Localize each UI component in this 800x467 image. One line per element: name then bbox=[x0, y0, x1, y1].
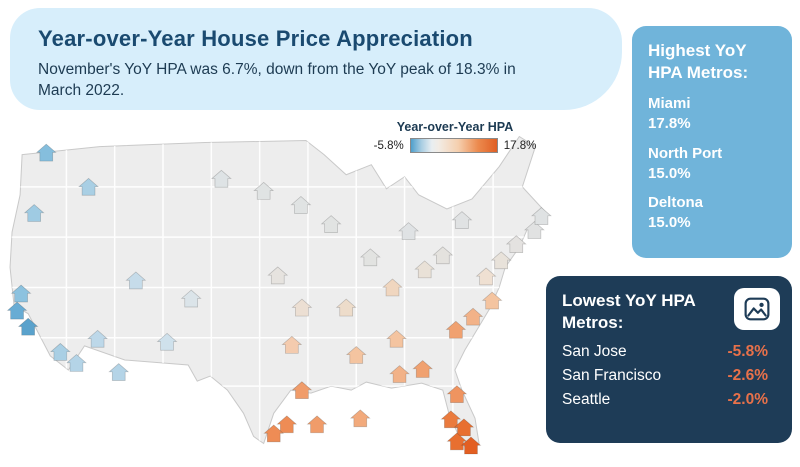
house-marker bbox=[125, 271, 147, 290]
list-item: Miami 17.8% bbox=[648, 94, 776, 134]
house-marker bbox=[359, 248, 381, 267]
list-item: North Port 15.0% bbox=[648, 144, 776, 184]
map-legend: Year-over-Year HPA -5.8% 17.8% bbox=[360, 120, 550, 153]
house-marker bbox=[156, 332, 178, 351]
house-marker bbox=[462, 307, 484, 326]
house-marker bbox=[445, 320, 467, 339]
house-marker bbox=[210, 169, 232, 188]
list-item: San Jose -5.8% bbox=[562, 343, 768, 361]
metro-value: 15.0% bbox=[648, 214, 691, 232]
house-marker bbox=[335, 298, 357, 317]
house-marker bbox=[432, 246, 454, 265]
house-marker bbox=[446, 385, 468, 403]
house-marker bbox=[412, 360, 434, 378]
house-marker bbox=[253, 181, 275, 200]
house-marker bbox=[281, 335, 303, 354]
house-marker bbox=[320, 215, 342, 233]
house-marker bbox=[290, 196, 312, 214]
house-markers bbox=[6, 143, 552, 455]
house-marker bbox=[87, 329, 109, 348]
metro-name: Miami bbox=[648, 95, 691, 113]
page-subtitle: November's YoY HPA was 6.7%, down from t… bbox=[38, 61, 516, 99]
legend-gradient-bar bbox=[409, 138, 498, 153]
house-marker bbox=[23, 204, 45, 222]
house-marker bbox=[481, 291, 503, 310]
house-marker bbox=[10, 284, 32, 303]
metro-name: San Jose bbox=[562, 343, 627, 361]
image-icon bbox=[744, 297, 770, 321]
house-marker bbox=[398, 222, 419, 240]
house-marker bbox=[451, 211, 473, 229]
house-marker bbox=[414, 260, 436, 279]
highest-panel-title: Highest YoY HPA Metros: bbox=[648, 41, 749, 83]
metro-name: Deltona bbox=[648, 194, 704, 212]
house-marker bbox=[291, 298, 313, 317]
house-marker bbox=[78, 177, 99, 196]
house-marker bbox=[276, 415, 298, 434]
house-marker bbox=[345, 345, 367, 364]
metro-name: North Port bbox=[648, 144, 723, 162]
highest-metros-panel: Highest YoY HPA Metros: Miami 17.8% Nort… bbox=[632, 26, 792, 258]
legend-min-label: -5.8% bbox=[373, 139, 404, 152]
house-marker bbox=[440, 410, 462, 429]
image-icon-box bbox=[734, 288, 780, 330]
metro-value: 15.0% bbox=[648, 164, 691, 182]
house-marker bbox=[490, 251, 512, 270]
house-marker bbox=[267, 266, 289, 285]
house-marker bbox=[17, 317, 39, 336]
us-map-svg bbox=[6, 135, 552, 455]
house-marker bbox=[389, 365, 410, 383]
house-marker bbox=[505, 235, 527, 254]
legend-max-label: 17.8% bbox=[503, 139, 537, 152]
us-map bbox=[4, 116, 628, 466]
list-item: Seattle -2.0% bbox=[562, 391, 768, 409]
lowest-metros-panel: Lowest YoY HPA Metros: San Jose -5.8% Sa… bbox=[546, 276, 792, 443]
house-marker bbox=[35, 143, 57, 162]
metro-value: -5.8% bbox=[727, 343, 769, 361]
house-marker bbox=[6, 301, 28, 320]
house-marker bbox=[475, 267, 497, 286]
metro-name: Seattle bbox=[562, 391, 611, 409]
house-marker bbox=[49, 342, 71, 361]
page-title: Year-over-Year House Price Appreciation bbox=[38, 26, 473, 51]
house-marker bbox=[291, 381, 313, 399]
house-marker bbox=[306, 415, 328, 434]
state-borders bbox=[10, 136, 546, 454]
house-marker bbox=[108, 363, 130, 381]
metro-name: San Francisco bbox=[562, 367, 662, 385]
house-marker bbox=[523, 221, 545, 239]
metro-value: -2.0% bbox=[727, 391, 769, 409]
house-marker bbox=[382, 278, 403, 297]
lowest-panel-title: Lowest YoY HPA Metros: bbox=[562, 291, 696, 333]
header-blob: Year-over-Year House Price Appreciation … bbox=[10, 8, 622, 110]
legend-title: Year-over-Year HPA bbox=[396, 120, 514, 134]
metro-value: -2.6% bbox=[727, 367, 769, 385]
metro-value: 17.8% bbox=[648, 114, 691, 132]
house-marker bbox=[66, 354, 87, 372]
house-marker bbox=[349, 409, 371, 428]
house-marker bbox=[180, 289, 202, 308]
list-item: Deltona 15.0% bbox=[648, 193, 776, 233]
house-marker bbox=[460, 436, 482, 455]
house-marker bbox=[263, 424, 285, 443]
house-marker bbox=[446, 432, 468, 451]
list-item: San Francisco -2.6% bbox=[562, 367, 768, 385]
house-marker bbox=[386, 329, 407, 348]
house-marker bbox=[531, 207, 552, 225]
house-marker bbox=[453, 418, 475, 437]
